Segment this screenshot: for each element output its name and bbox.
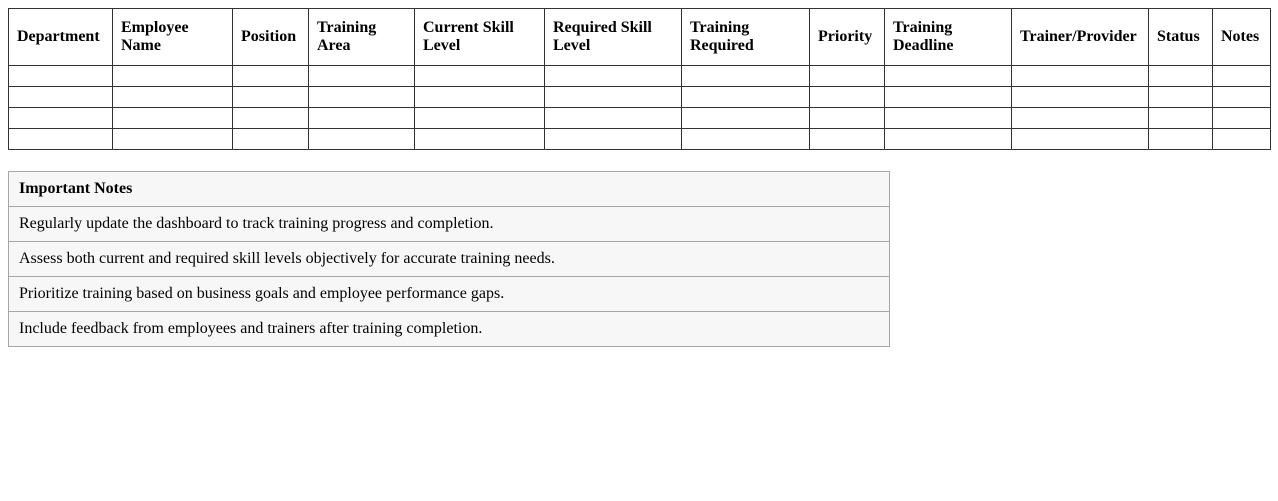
header-row: Department Employee Name Position Traini… xyxy=(8,8,1271,66)
empty-cell xyxy=(414,107,545,129)
empty-cell xyxy=(232,65,309,87)
notes-title-row: Important Notes xyxy=(8,171,890,207)
empty-cell xyxy=(1148,65,1213,87)
empty-cell xyxy=(1148,128,1213,150)
empty-cell xyxy=(809,86,885,108)
col-header-department: Department xyxy=(8,8,113,66)
note-row: Regularly update the dashboard to track … xyxy=(8,206,890,242)
empty-cell xyxy=(884,128,1012,150)
empty-cell xyxy=(681,107,810,129)
col-header-training-area: Training Area xyxy=(308,8,415,66)
training-table-body xyxy=(8,65,1271,150)
empty-cell xyxy=(809,65,885,87)
col-header-training-required: Training Required xyxy=(681,8,810,66)
empty-cell xyxy=(1011,107,1149,129)
important-notes-panel: Important Notes Regularly update the das… xyxy=(8,171,890,347)
empty-cell xyxy=(1011,86,1149,108)
empty-cell xyxy=(308,86,415,108)
empty-cell xyxy=(308,65,415,87)
note-item: Assess both current and required skill l… xyxy=(8,241,890,277)
col-header-current-skill-level: Current Skill Level xyxy=(414,8,545,66)
empty-cell xyxy=(1212,128,1271,150)
empty-cell xyxy=(544,65,682,87)
empty-cell xyxy=(544,86,682,108)
empty-cell xyxy=(1212,65,1271,87)
table-row xyxy=(8,86,1271,108)
empty-cell xyxy=(809,128,885,150)
empty-cell xyxy=(308,107,415,129)
col-header-priority: Priority xyxy=(809,8,885,66)
table-row xyxy=(8,128,1271,150)
empty-cell xyxy=(414,65,545,87)
empty-cell xyxy=(681,86,810,108)
col-header-position: Position xyxy=(232,8,309,66)
empty-cell xyxy=(544,128,682,150)
empty-cell xyxy=(8,86,113,108)
note-row: Prioritize training based on business go… xyxy=(8,276,890,312)
training-dashboard-table: Department Employee Name Position Traini… xyxy=(8,8,1271,150)
note-item: Include feedback from employees and trai… xyxy=(8,311,890,347)
table-row xyxy=(8,107,1271,129)
empty-cell xyxy=(8,128,113,150)
empty-cell xyxy=(1212,107,1271,129)
col-header-status: Status xyxy=(1148,8,1213,66)
empty-cell xyxy=(112,128,233,150)
notes-panel-title: Important Notes xyxy=(8,171,890,207)
empty-cell xyxy=(1148,86,1213,108)
empty-cell xyxy=(232,86,309,108)
empty-cell xyxy=(112,107,233,129)
empty-cell xyxy=(232,128,309,150)
empty-cell xyxy=(544,107,682,129)
empty-cell xyxy=(414,86,545,108)
empty-cell xyxy=(232,107,309,129)
note-row: Include feedback from employees and trai… xyxy=(8,311,890,347)
empty-cell xyxy=(8,107,113,129)
empty-cell xyxy=(1011,65,1149,87)
col-header-required-skill-level: Required Skill Level xyxy=(544,8,682,66)
empty-cell xyxy=(809,107,885,129)
empty-cell xyxy=(414,128,545,150)
note-item: Regularly update the dashboard to track … xyxy=(8,206,890,242)
col-header-trainer-provider: Trainer/Provider xyxy=(1011,8,1149,66)
empty-cell xyxy=(112,65,233,87)
empty-cell xyxy=(112,86,233,108)
col-header-employee-name: Employee Name xyxy=(112,8,233,66)
empty-cell xyxy=(681,65,810,87)
note-item: Prioritize training based on business go… xyxy=(8,276,890,312)
empty-cell xyxy=(1011,128,1149,150)
note-row: Assess both current and required skill l… xyxy=(8,241,890,277)
empty-cell xyxy=(1148,107,1213,129)
col-header-training-deadline: Training Deadline xyxy=(884,8,1012,66)
empty-cell xyxy=(884,65,1012,87)
empty-cell xyxy=(681,128,810,150)
empty-cell xyxy=(1212,86,1271,108)
empty-cell xyxy=(8,65,113,87)
empty-cell xyxy=(884,107,1012,129)
empty-cell xyxy=(884,86,1012,108)
col-header-notes: Notes xyxy=(1212,8,1271,66)
table-row xyxy=(8,65,1271,87)
empty-cell xyxy=(308,128,415,150)
